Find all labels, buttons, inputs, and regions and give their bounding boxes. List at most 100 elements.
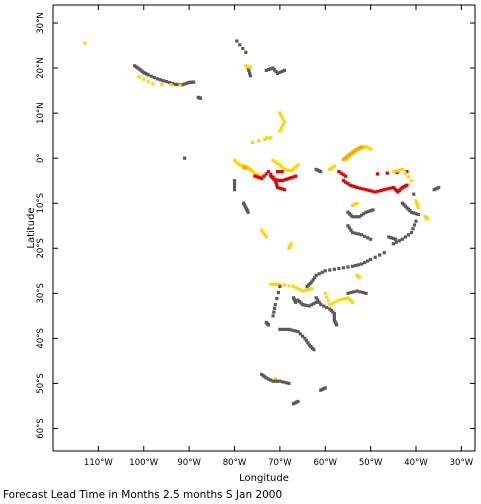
- data-cell-red: [262, 174, 266, 178]
- data-cell-gray: [359, 233, 364, 237]
- data-cell-gray: [362, 234, 367, 238]
- data-cell-gray: [346, 224, 350, 228]
- data-cell-red: [278, 178, 282, 182]
- data-cell-yellow: [331, 301, 335, 305]
- data-cell-red: [289, 176, 293, 180]
- data-cell-gray: [280, 69, 284, 73]
- data-cell-gray: [303, 336, 307, 340]
- data-cell-gray: [389, 236, 393, 240]
- x-tick-label: 80°W: [223, 458, 247, 468]
- data-cell-gray: [364, 210, 368, 214]
- data-cell-yellow: [369, 147, 373, 151]
- y-tick-label: 20°S: [36, 238, 46, 258]
- data-cell-gray: [281, 380, 285, 384]
- data-cell-gray: [275, 296, 279, 301]
- data-cell-gray: [306, 341, 310, 345]
- data-cell-yellow: [239, 163, 243, 167]
- data-cell-gray: [332, 311, 336, 316]
- data-cell-red: [276, 178, 280, 182]
- data-cell-gray: [282, 68, 287, 72]
- data-cell-red: [280, 187, 284, 191]
- data-cell-red: [273, 179, 277, 183]
- data-cell-gray: [332, 314, 336, 318]
- data-cell-gray: [307, 304, 311, 308]
- data-cell-red: [358, 186, 362, 190]
- data-cell-gray: [317, 272, 321, 276]
- data-cell-gray: [346, 265, 350, 269]
- data-cell-yellow: [291, 284, 296, 289]
- data-cell-gray: [271, 379, 275, 383]
- data-cell-gray: [328, 268, 332, 272]
- data-cell-red: [285, 177, 289, 181]
- data-cell-red: [282, 188, 287, 192]
- data-cell-gray: [176, 82, 180, 87]
- x-tick-label: 40°W: [404, 458, 428, 468]
- data-cell-gray: [269, 67, 273, 71]
- data-cell-yellow: [278, 111, 282, 115]
- data-cell-yellow: [273, 377, 277, 381]
- data-cell-gray: [232, 185, 237, 189]
- data-cell-yellow: [257, 173, 262, 178]
- data-cell-gray: [337, 266, 341, 271]
- data-cell-gray: [352, 290, 356, 294]
- data-cell-gray: [281, 327, 285, 331]
- data-cell-yellow: [350, 300, 355, 304]
- data-cell-yellow: [142, 77, 146, 81]
- data-cell-yellow: [248, 65, 252, 69]
- data-cell-gray: [298, 332, 302, 336]
- data-cell-yellow: [400, 167, 404, 172]
- data-cell-gray: [296, 399, 300, 404]
- data-cell-gray: [362, 260, 367, 265]
- data-cell-gray: [192, 80, 196, 84]
- data-cell-red: [276, 185, 280, 190]
- data-cell-red: [370, 189, 374, 193]
- data-cell-yellow: [416, 206, 420, 210]
- data-cell-gray: [387, 235, 391, 239]
- data-cell-yellow: [260, 228, 264, 232]
- data-cell-gray: [358, 290, 362, 294]
- data-cell-yellow: [391, 170, 395, 174]
- data-cell-gray: [317, 300, 321, 304]
- data-cell-yellow: [415, 201, 419, 205]
- data-cell-gray: [411, 227, 415, 231]
- data-cell-gray: [266, 377, 271, 381]
- data-cell-gray: [373, 255, 377, 259]
- data-cell-gray: [371, 208, 375, 212]
- x-tick-label: 70°W: [268, 458, 292, 468]
- data-cell-gray: [369, 257, 373, 262]
- data-cell-gray: [414, 212, 418, 216]
- data-cell-gray: [361, 290, 365, 295]
- data-cell-yellow: [307, 287, 311, 292]
- data-cell-yellow: [414, 199, 418, 203]
- y-tick-label: 0°: [36, 153, 46, 163]
- data-cell-yellow: [83, 41, 87, 45]
- data-cell-red: [274, 181, 278, 185]
- data-cell-gray: [412, 192, 416, 196]
- data-cell-gray: [319, 302, 323, 307]
- data-cell-gray: [403, 235, 408, 239]
- data-cell-red: [264, 172, 268, 176]
- data-cell-gray: [323, 386, 327, 390]
- data-cell-gray: [273, 302, 277, 307]
- data-cell-red: [385, 171, 389, 175]
- data-cell-gray: [266, 67, 271, 72]
- data-cell-gray: [412, 211, 416, 215]
- data-cell-yellow: [296, 163, 300, 167]
- data-cell-red: [355, 185, 359, 190]
- data-cell-yellow: [146, 79, 150, 84]
- data-cell-red: [379, 188, 383, 193]
- data-cell-gray: [350, 264, 355, 268]
- data-cell-red: [260, 176, 264, 181]
- data-cell-gray: [232, 182, 237, 186]
- data-cell-gray: [272, 68, 277, 72]
- data-cell-yellow: [397, 168, 401, 172]
- data-cell-red: [388, 186, 392, 190]
- data-cell-red: [339, 171, 343, 175]
- data-cell-red: [353, 185, 357, 189]
- data-cell-gray: [238, 43, 242, 47]
- data-cell-gray: [349, 228, 353, 232]
- data-cell-yellow: [255, 173, 259, 177]
- data-cell-gray: [406, 233, 411, 237]
- data-cell-gray: [264, 376, 268, 380]
- data-cell-yellow: [289, 242, 293, 246]
